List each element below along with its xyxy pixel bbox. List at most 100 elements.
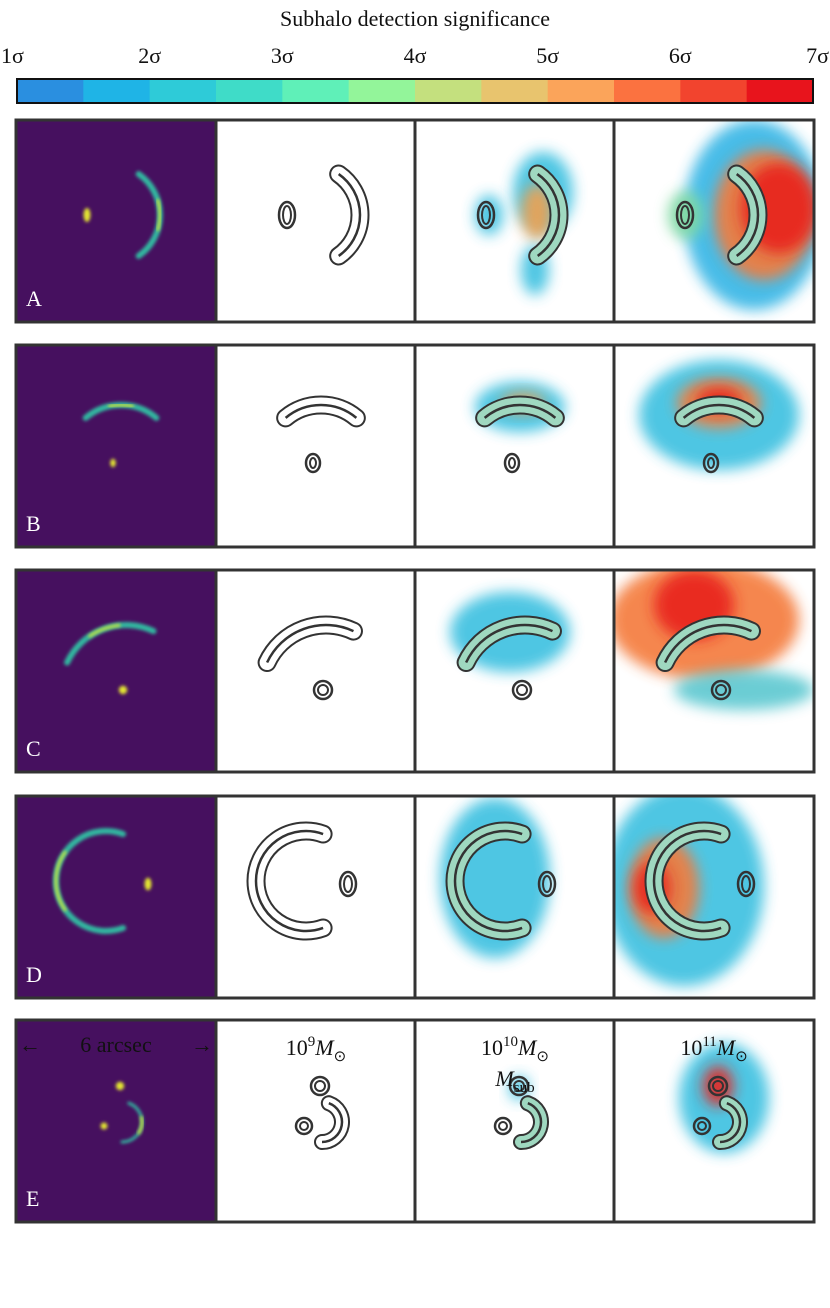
colorbar-segment <box>481 79 549 103</box>
sky-background <box>16 345 216 547</box>
panel <box>214 568 418 774</box>
panel <box>612 343 816 549</box>
panel-frame <box>612 1018 816 1224</box>
panel <box>413 1018 617 1224</box>
contour-spot-inner <box>282 205 292 225</box>
contour-spot-outer <box>277 200 297 230</box>
contour-spot-outer <box>707 1075 729 1097</box>
mass-symbol: M <box>314 1035 335 1060</box>
panel-content <box>16 120 216 322</box>
contour-spot-inner <box>309 457 317 469</box>
colorbar-title: Subhalo detection significance <box>280 6 550 31</box>
contour-spot-outer <box>503 452 521 474</box>
colorbar-tick-label: 4σ <box>404 43 427 68</box>
contour-spot-inner <box>481 205 491 225</box>
contour-inner <box>520 1102 543 1144</box>
column-label: 1011M⊙ <box>680 1034 747 1065</box>
contour-spot-inner <box>741 875 751 893</box>
sky-background <box>16 120 216 322</box>
colorbar-segment <box>680 79 748 103</box>
contour-spot-inner <box>542 875 552 893</box>
significance-region <box>668 191 704 239</box>
panel <box>612 1018 816 1224</box>
panel-content <box>614 120 814 322</box>
panel <box>14 568 218 774</box>
panel-content <box>16 796 216 998</box>
axis-label: Msub <box>494 1066 534 1096</box>
colorbar-tick-label: 7σ <box>806 43 829 68</box>
panel <box>413 343 617 549</box>
contour-inner <box>663 623 752 664</box>
contour-inner <box>453 829 523 933</box>
panel <box>214 118 418 324</box>
panel <box>612 118 816 324</box>
panel-content <box>415 796 615 998</box>
contour-spot-outer <box>675 200 695 230</box>
contour-spot-outer <box>702 452 720 474</box>
contour-spot-inner <box>513 1080 525 1092</box>
contour-inner <box>735 173 760 257</box>
contour-spot-outer <box>309 1075 331 1097</box>
contour-spot-outer <box>736 870 756 898</box>
significance-region <box>521 184 553 240</box>
colorbar-segment <box>17 79 84 103</box>
row-label: B <box>26 511 41 536</box>
panel-background <box>415 1020 615 1222</box>
colorbar-segment <box>614 79 681 103</box>
contour-spot-outer <box>338 870 358 898</box>
contour-inner <box>652 829 722 933</box>
significance-region <box>674 670 814 710</box>
axis-symbol: M <box>494 1066 515 1091</box>
contour-spot-inner <box>715 684 727 696</box>
contour-spot-outer <box>312 679 334 701</box>
panel <box>612 568 816 774</box>
row-label: C <box>26 736 41 761</box>
colorbar-segment <box>83 79 151 103</box>
contour-inner <box>536 173 561 257</box>
arc-bright <box>87 623 121 639</box>
contour-inner <box>254 829 324 933</box>
arc-bright <box>156 198 162 232</box>
colorbar-segment <box>547 79 615 103</box>
mass-subscript: ⊙ <box>536 1049 549 1065</box>
arc-bright <box>54 850 68 912</box>
colorbar-tick-label: 6σ <box>669 43 692 68</box>
mass-base: 10 <box>286 1035 308 1060</box>
panel-content <box>415 570 615 772</box>
panel-content <box>415 345 615 547</box>
axis-subscript: sub <box>514 1080 535 1096</box>
sky-background <box>16 1020 216 1222</box>
contour-spot-outer <box>710 679 732 701</box>
sky-background <box>16 796 216 998</box>
scale-text: 6 arcsec <box>80 1032 152 1057</box>
panel-content <box>216 796 416 998</box>
panel-content <box>415 120 615 322</box>
mass-base: 10 <box>680 1035 702 1060</box>
contour-spot-inner <box>314 1080 326 1092</box>
panel <box>214 343 418 549</box>
scale-arrow-left: ← <box>19 1032 41 1057</box>
lensed-image <box>100 1122 108 1130</box>
panel <box>14 118 218 324</box>
mass-symbol: M <box>517 1035 538 1060</box>
mass-symbol: M <box>716 1035 737 1060</box>
arc-bright <box>107 403 135 408</box>
mass-base: 10 <box>481 1035 503 1060</box>
panel-background <box>415 120 615 322</box>
row-label: A <box>26 286 42 311</box>
lensed-image <box>118 685 128 695</box>
panel-content <box>415 1020 615 1222</box>
mass-exponent: 11 <box>702 1034 716 1050</box>
panel <box>14 343 218 549</box>
panel-background <box>216 570 416 772</box>
contour-spot-inner <box>317 684 329 696</box>
contour-inner <box>682 403 756 419</box>
contour-spot-outer <box>511 679 533 701</box>
colorbar-segment <box>216 79 283 103</box>
panel-frame <box>612 794 816 1000</box>
row-label: E <box>26 1186 39 1211</box>
contour-spot-outer <box>537 870 557 898</box>
panel-content <box>216 570 416 772</box>
panel <box>214 794 418 1000</box>
